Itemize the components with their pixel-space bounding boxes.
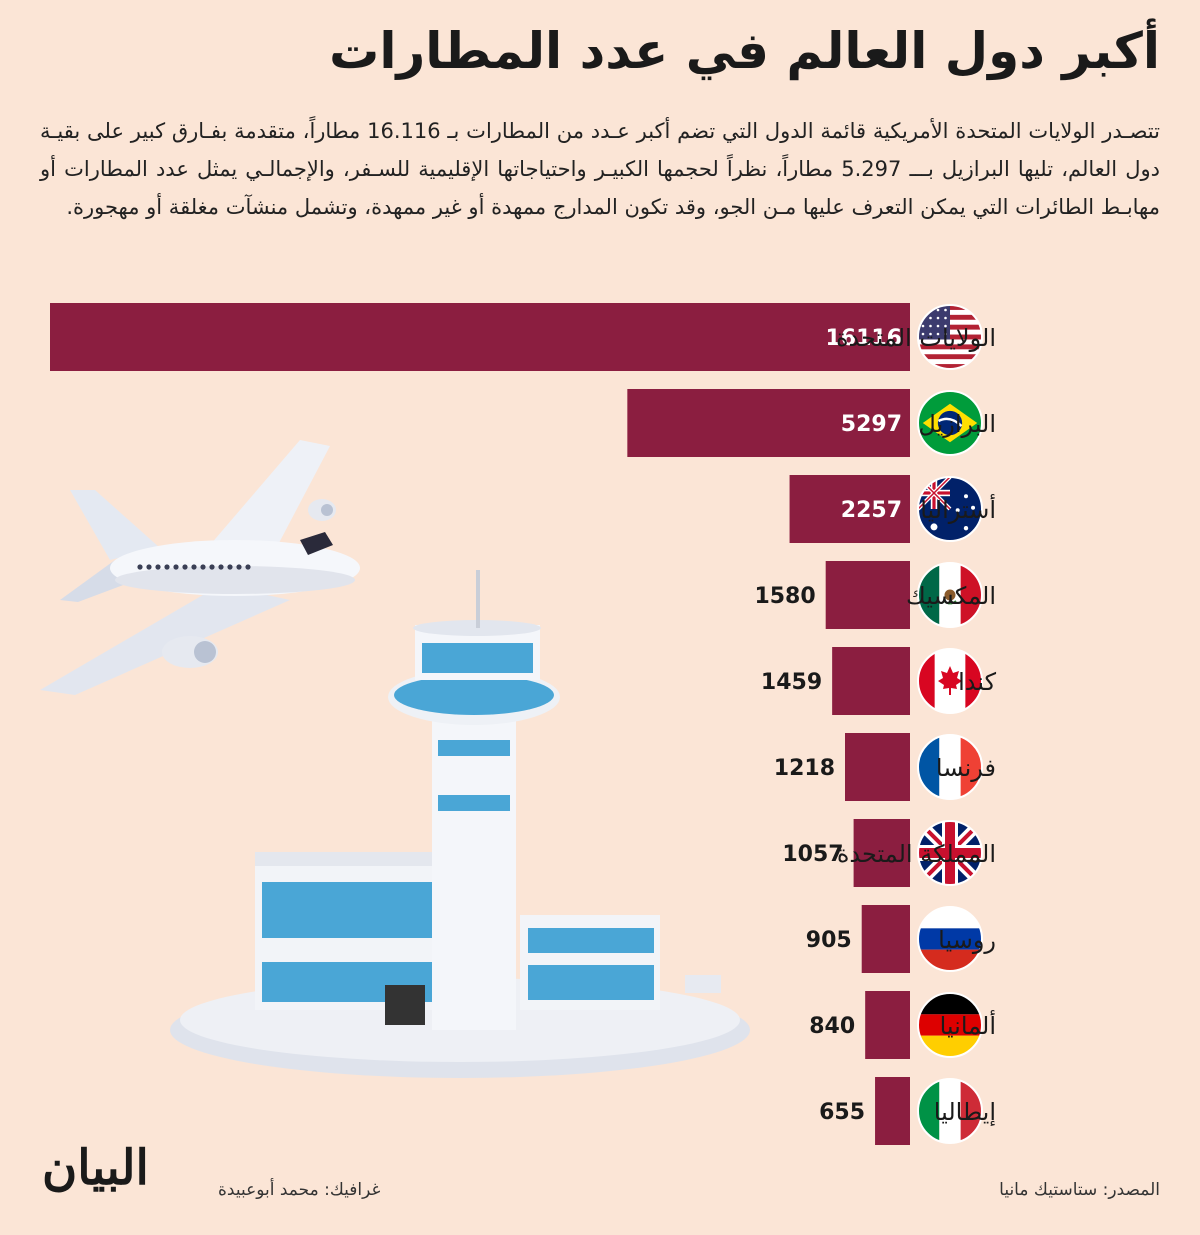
value-label-9: 655 bbox=[819, 1100, 865, 1125]
country-label-2: أستراليا bbox=[920, 494, 996, 524]
value-label-7: 905 bbox=[806, 928, 852, 953]
country-label-9: إيطاليا bbox=[934, 1098, 996, 1127]
value-label-1: 5297 bbox=[841, 412, 902, 437]
country-label-4: كندا bbox=[958, 668, 997, 696]
value-label-5: 1218 bbox=[774, 756, 835, 781]
bar-7 bbox=[861, 905, 910, 973]
page-title: أكبر دول العالم في عدد المطارات bbox=[329, 22, 1160, 80]
value-label-6: 1057 bbox=[782, 842, 843, 867]
intro-paragraph: تتصـدر الولايات المتحدة الأمريكية قائمة … bbox=[40, 119, 1160, 219]
country-label-8: ألمانيا bbox=[940, 1010, 996, 1040]
value-label-0: 16116 bbox=[825, 326, 902, 351]
country-label-3: المكسيك bbox=[906, 582, 996, 610]
airplane-illustration bbox=[40, 440, 360, 695]
publisher-logo: البيان bbox=[42, 1140, 149, 1196]
bar-4 bbox=[832, 647, 910, 715]
graphic-credit: غرافيك: محمد أبوعبيدة bbox=[218, 1180, 381, 1200]
value-label-8: 840 bbox=[809, 1014, 855, 1039]
bar-9 bbox=[875, 1077, 910, 1145]
airport-tower-illustration bbox=[170, 570, 750, 1078]
bar-1 bbox=[627, 389, 910, 457]
country-label-7: روسيا bbox=[938, 926, 996, 954]
uk-flag-icon bbox=[918, 821, 982, 885]
bar-8 bbox=[865, 991, 910, 1059]
country-label-6: المملكة المتحدة bbox=[837, 840, 996, 868]
brazil-flag-icon bbox=[918, 391, 982, 455]
value-label-2: 2257 bbox=[841, 498, 902, 523]
bar-5 bbox=[845, 733, 910, 801]
country-label-5: فرنسا bbox=[936, 754, 996, 782]
bar-0 bbox=[50, 303, 910, 371]
country-label-0: الولايات المتحدة bbox=[836, 324, 996, 352]
bar-2 bbox=[789, 475, 910, 543]
bar-6 bbox=[853, 819, 910, 887]
value-label-3: 1580 bbox=[754, 584, 815, 609]
source-text: المصدر: ستاستيك مانيا bbox=[999, 1180, 1160, 1200]
value-label-4: 1459 bbox=[761, 670, 822, 695]
country-label-1: البرازيل bbox=[918, 410, 996, 438]
bar-3 bbox=[825, 561, 910, 629]
